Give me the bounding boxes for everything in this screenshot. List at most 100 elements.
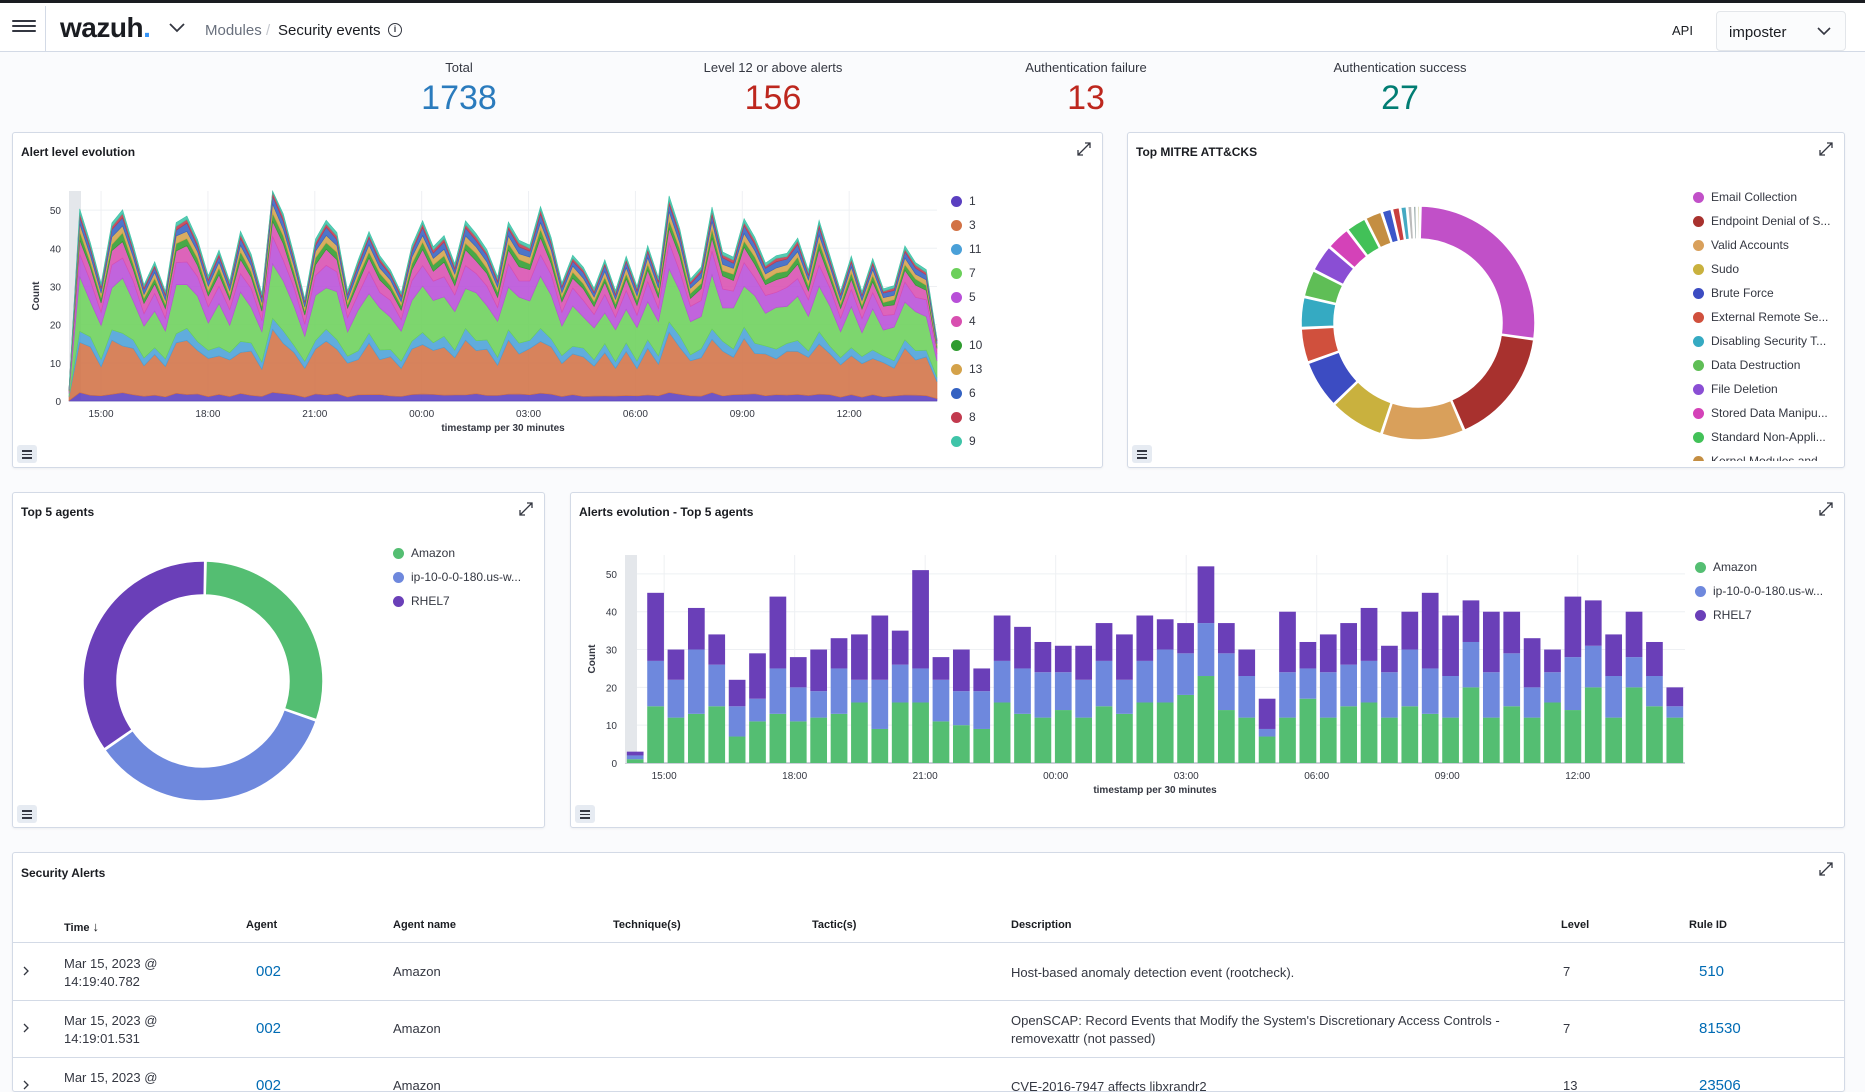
wazuh-logo[interactable]: wazuh.	[60, 12, 151, 43]
legend-toggle-icon[interactable]	[17, 805, 37, 823]
legend-item[interactable]: Disabling Security T...	[1693, 333, 1838, 357]
legend-item[interactable]: Kernel Modules and...	[1693, 453, 1838, 461]
legend-item[interactable]: Data Destruction	[1693, 357, 1838, 381]
bar-segment	[1319, 672, 1337, 718]
bar-segment	[789, 657, 807, 688]
bar-chart[interactable]: 0 10 20 30 40 50 15:00 18:00 21:00 00:00 03:00 06:0…	[575, 533, 1700, 823]
api-select[interactable]: imposter	[1716, 11, 1846, 51]
expand-row-chevron-icon[interactable]	[21, 1021, 31, 1036]
col-tactics[interactable]: Tactic(s)	[812, 919, 857, 931]
legend-toggle-icon[interactable]	[1132, 445, 1152, 463]
legend-label: Endpoint Denial of S...	[1711, 214, 1831, 228]
legend-item[interactable]: 4	[951, 313, 1091, 337]
panel-title: Alert level evolution	[21, 145, 136, 159]
expand-icon[interactable]	[518, 501, 534, 517]
legend-item[interactable]: External Remote Se...	[1693, 309, 1838, 333]
row-rule-id-link[interactable]: 23506	[1699, 1077, 1741, 1092]
legend-label: External Remote Se...	[1711, 310, 1829, 324]
expand-icon[interactable]	[1818, 861, 1834, 877]
row-agent-link[interactable]: 002	[256, 1077, 282, 1092]
legend-item[interactable]: Endpoint Denial of S...	[1693, 213, 1838, 237]
stat-value[interactable]: 156	[744, 79, 802, 117]
col-agent[interactable]: Agent	[246, 919, 278, 931]
mitre-donut-chart[interactable]	[1288, 193, 1548, 453]
row-rule-id-link[interactable]: 510	[1699, 963, 1725, 980]
legend-item[interactable]: RHEL7	[1695, 607, 1840, 631]
bar-segment	[708, 664, 726, 707]
expand-icon[interactable]	[1818, 141, 1834, 157]
stat-value[interactable]: 13	[1067, 79, 1105, 117]
col-agent-name[interactable]: Agent name	[393, 919, 456, 931]
area-chart[interactable]: 0 10 20 30 40 50 15:00 18:00 21:00 00:00 03:00 06:0…	[17, 163, 1087, 463]
bar-segment	[1544, 649, 1561, 673]
legend-item[interactable]: 11	[951, 241, 1091, 265]
table-row[interactable]: Mar 15, 2023 @ 002 Amazon CVE-2016-7947 …	[13, 1058, 1844, 1092]
legend-item[interactable]: 5	[951, 289, 1091, 313]
bar-segment	[769, 668, 787, 714]
bar-segment	[728, 679, 746, 707]
donut-slice	[1381, 399, 1465, 441]
legend-item[interactable]: Sudo	[1693, 261, 1838, 285]
legend-item[interactable]: Brute Force	[1693, 285, 1838, 309]
expand-row-chevron-icon[interactable]	[21, 1078, 31, 1091]
stat-level12: Level 12 or above alerts 156	[653, 60, 893, 118]
y-axis-label: Count	[31, 281, 42, 311]
legend-item[interactable]: ip-10-0-0-180.us-w...	[1695, 583, 1840, 607]
legend-swatch	[393, 548, 404, 559]
expand-row-chevron-icon[interactable]	[21, 964, 31, 979]
bar-segment	[1116, 713, 1133, 763]
legend-item[interactable]: Standard Non-Appli...	[1693, 429, 1838, 453]
bar-segment	[1503, 653, 1521, 707]
legend-item[interactable]: 3	[951, 217, 1091, 241]
col-techniques[interactable]: Technique(s)	[613, 919, 681, 931]
legend-item[interactable]: 1	[951, 193, 1091, 217]
legend-item[interactable]: 13	[951, 361, 1091, 385]
bar-segment	[1156, 702, 1174, 763]
legend-item[interactable]: 8	[951, 409, 1091, 433]
info-icon[interactable]: i	[388, 23, 402, 37]
legend-item[interactable]: RHEL7	[393, 593, 543, 617]
legend-item[interactable]: Amazon	[393, 545, 543, 569]
agents-donut-chart[interactable]	[73, 551, 333, 811]
legend-item[interactable]: 10	[951, 337, 1091, 361]
mitre-legend: Email Collection Endpoint Denial of S... V…	[1693, 189, 1838, 461]
legend-item[interactable]: File Deletion	[1693, 381, 1838, 405]
chevron-down-icon[interactable]	[168, 22, 186, 34]
stat-value[interactable]: 27	[1381, 79, 1419, 117]
bar-segment	[1340, 623, 1358, 665]
expand-icon[interactable]	[1076, 141, 1092, 157]
row-agent-link[interactable]: 002	[256, 963, 282, 980]
stat-value[interactable]: 1738	[421, 79, 497, 117]
col-description[interactable]: Description	[1011, 919, 1072, 931]
bar-segment	[891, 630, 909, 665]
legend-item[interactable]: Amazon	[1695, 559, 1840, 583]
row-time: Mar 15, 2023 @	[64, 1070, 158, 1085]
legend-item[interactable]: Valid Accounts	[1693, 237, 1838, 261]
x-tick-label: 12:00	[837, 409, 862, 420]
col-time[interactable]: Time ↓	[64, 919, 100, 934]
row-rule-id-link[interactable]: 81530	[1699, 1020, 1741, 1037]
hamburger-menu-icon[interactable]	[12, 17, 36, 37]
legend-item[interactable]: Email Collection	[1693, 189, 1838, 213]
row-agent-link[interactable]: 002	[256, 1020, 282, 1037]
legend-toggle-icon[interactable]	[575, 805, 595, 823]
legend-item[interactable]: 7	[951, 265, 1091, 289]
expand-icon[interactable]	[1818, 501, 1834, 517]
table-row[interactable]: Mar 15, 2023 @14:19:40.782 002 Amazon Ho…	[13, 944, 1844, 1001]
chevron-down-icon	[1817, 27, 1831, 36]
stat-label: Authentication failure	[1025, 60, 1147, 75]
legend-item[interactable]: 6	[951, 385, 1091, 409]
col-level[interactable]: Level	[1561, 919, 1590, 931]
bar-segment	[1340, 706, 1358, 763]
legend-label: Brute Force	[1711, 286, 1774, 300]
legend-toggle-icon[interactable]	[17, 445, 37, 463]
bar-segment	[1503, 611, 1521, 654]
legend-item[interactable]: Stored Data Manipu...	[1693, 405, 1838, 429]
bar-segment	[1034, 641, 1052, 673]
legend-item[interactable]: ip-10-0-0-180.us-w...	[393, 569, 543, 593]
legend-item[interactable]: 9	[951, 433, 1091, 457]
col-rule-id[interactable]: Rule ID	[1689, 919, 1727, 931]
table-row[interactable]: Mar 15, 2023 @14:19:01.531 002 Amazon Op…	[13, 1001, 1844, 1058]
y-axis-label: Count	[587, 644, 598, 674]
breadcrumb-modules[interactable]: Modules	[205, 22, 262, 39]
